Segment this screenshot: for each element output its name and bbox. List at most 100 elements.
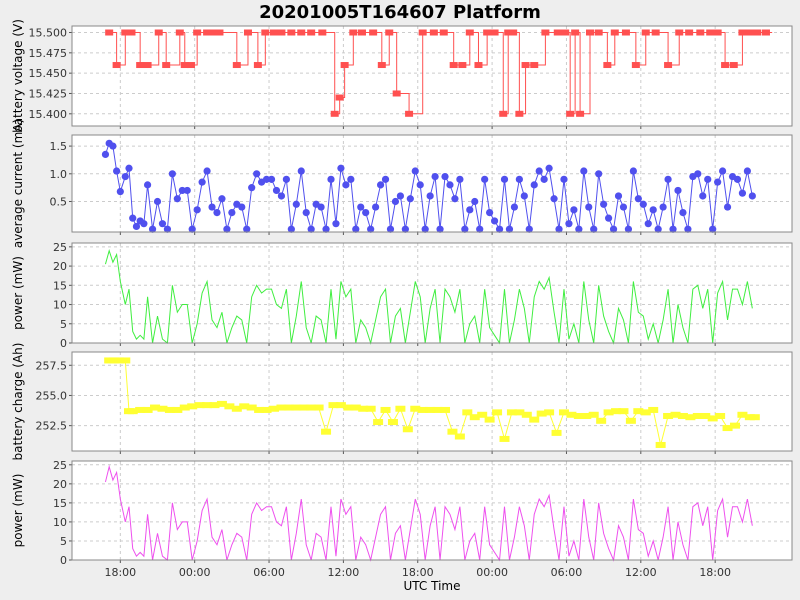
data-point bbox=[469, 414, 480, 421]
y-tick-label: 255.0 bbox=[36, 389, 68, 402]
data-point bbox=[692, 412, 703, 419]
data-point bbox=[618, 408, 629, 415]
data-point bbox=[365, 405, 376, 412]
data-point bbox=[276, 404, 287, 411]
data-point bbox=[520, 192, 528, 200]
data-point bbox=[536, 410, 547, 417]
panel-4: 252.5 255.0 257.5 battery charge (Ah) bbox=[11, 343, 793, 460]
data-point bbox=[418, 29, 427, 36]
data-point bbox=[719, 167, 727, 175]
data-point bbox=[335, 402, 346, 409]
data-point bbox=[277, 192, 286, 200]
data-point bbox=[262, 175, 271, 183]
data-point bbox=[685, 414, 696, 421]
data-point bbox=[566, 110, 575, 117]
data-point bbox=[504, 29, 513, 36]
data-point bbox=[541, 29, 550, 36]
data-point bbox=[246, 404, 257, 411]
data-point bbox=[321, 428, 332, 435]
data-point bbox=[466, 206, 474, 214]
data-point bbox=[594, 29, 603, 36]
y-tick-label: 5 bbox=[60, 318, 67, 331]
y-tick-label: 15 bbox=[53, 497, 67, 510]
data-point bbox=[357, 203, 365, 211]
data-point bbox=[187, 403, 198, 410]
data-point bbox=[228, 209, 236, 217]
data-point bbox=[580, 167, 588, 175]
data-point bbox=[223, 225, 231, 233]
y-tick-label: 257.5 bbox=[36, 359, 68, 372]
data-point bbox=[387, 419, 398, 426]
data-point bbox=[674, 186, 682, 195]
series-line bbox=[104, 464, 753, 562]
data-point bbox=[282, 175, 290, 183]
data-point bbox=[573, 412, 584, 419]
data-point bbox=[297, 167, 305, 175]
data-point bbox=[261, 29, 270, 36]
data-point bbox=[215, 29, 224, 36]
data-point bbox=[521, 411, 532, 418]
data-point bbox=[178, 186, 186, 195]
data-point bbox=[600, 200, 608, 208]
data-point bbox=[113, 167, 121, 175]
data-point bbox=[447, 428, 458, 435]
data-point bbox=[585, 203, 593, 211]
data-point bbox=[454, 433, 465, 440]
data-point bbox=[386, 225, 395, 233]
data-point bbox=[287, 225, 295, 233]
data-point bbox=[550, 195, 558, 203]
data-point bbox=[267, 175, 276, 183]
data-point bbox=[157, 405, 168, 412]
data-point bbox=[670, 411, 681, 418]
data-point bbox=[515, 175, 523, 183]
data-point bbox=[425, 406, 436, 413]
data-point bbox=[350, 404, 361, 411]
data-point bbox=[449, 62, 458, 69]
data-point bbox=[700, 412, 711, 419]
data-point bbox=[395, 405, 406, 412]
data-point bbox=[446, 181, 454, 189]
data-point bbox=[625, 417, 636, 424]
data-point bbox=[590, 225, 598, 233]
y-tick-label: 15.400 bbox=[29, 108, 68, 121]
data-point bbox=[253, 170, 261, 178]
data-point bbox=[509, 29, 518, 36]
plot-area bbox=[72, 352, 792, 451]
data-point bbox=[116, 187, 124, 196]
data-point bbox=[158, 220, 167, 228]
data-point bbox=[417, 406, 428, 413]
series-line bbox=[104, 248, 753, 345]
data-point bbox=[349, 29, 358, 36]
data-point bbox=[535, 167, 543, 175]
data-point bbox=[737, 411, 748, 418]
plot-area bbox=[72, 243, 792, 343]
data-point bbox=[644, 220, 652, 228]
data-point bbox=[109, 142, 117, 150]
data-point bbox=[611, 408, 622, 415]
data-point bbox=[659, 203, 667, 211]
data-point bbox=[380, 406, 391, 413]
data-point bbox=[406, 195, 414, 203]
data-point bbox=[465, 29, 474, 36]
data-point bbox=[486, 209, 494, 217]
x-tick-label: 18:00 bbox=[402, 566, 434, 579]
data-point bbox=[544, 409, 555, 416]
chart-panels: 15.400 15.425 15.450 15.475 15.500 battery vo… bbox=[11, 19, 793, 579]
y-tick-label: 1.0 bbox=[50, 168, 68, 181]
data-point bbox=[125, 164, 133, 172]
data-point bbox=[313, 404, 324, 411]
x-tick-label: 06:00 bbox=[253, 566, 285, 579]
data-point bbox=[327, 175, 335, 183]
data-point bbox=[545, 164, 553, 172]
data-point bbox=[193, 29, 202, 36]
data-point bbox=[603, 409, 614, 416]
plot-border bbox=[71, 134, 793, 233]
data-point bbox=[596, 417, 607, 424]
data-point bbox=[307, 29, 316, 36]
data-point bbox=[357, 29, 366, 36]
data-point bbox=[722, 425, 733, 432]
data-point bbox=[481, 175, 489, 183]
data-point bbox=[401, 225, 409, 233]
data-point bbox=[500, 175, 509, 183]
